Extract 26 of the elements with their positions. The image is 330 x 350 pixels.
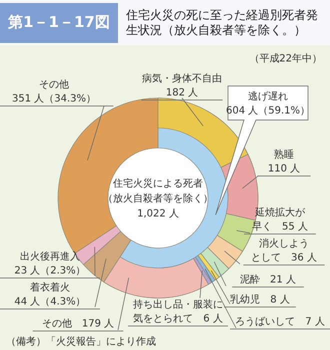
slice-label: 泥酔 21 人 bbox=[240, 274, 296, 286]
text: 住宅火災による死者 bbox=[113, 178, 203, 190]
slice-label: 持ち出し品・服装に気をとられて 6 人 bbox=[133, 298, 223, 325]
text: （放火自殺者等を除く） bbox=[103, 192, 213, 205]
slice-label: 延焼拡大が早く 55 人 bbox=[252, 206, 308, 233]
slice-label: 病気・身体不自由 bbox=[142, 72, 222, 85]
slice-label: 出火後再進入 bbox=[20, 250, 80, 263]
slice-label: ろうばいして 7 人 bbox=[235, 316, 325, 328]
slice-label: その他 179 人 bbox=[42, 318, 114, 330]
text: （備考）「火災報告」により作成 bbox=[6, 336, 156, 348]
data-label: 351 人（34.3%） bbox=[12, 94, 96, 105]
data-label: 182 人 bbox=[166, 88, 198, 99]
slice-label: 乳幼児 8 人 bbox=[230, 294, 290, 306]
slice-label: 着衣着火 bbox=[30, 282, 70, 294]
data-label: 604 人（59.1%） bbox=[226, 106, 310, 117]
chart-subtitle: 住宅火災の死に至った経過別死者発生状況（放火自殺者等を除く。） bbox=[126, 8, 319, 38]
text: 1,022 人 bbox=[137, 208, 179, 220]
data-label: 44 人（4.3%） bbox=[14, 296, 86, 308]
data-label: 110 人 bbox=[268, 164, 300, 175]
data-label: 23 人（2.3%） bbox=[14, 266, 86, 277]
slice-label: 消火しようとして 36 人 bbox=[251, 238, 317, 264]
chart-title: 第1－1－17図 bbox=[0, 2, 118, 42]
slice-label: その他 bbox=[39, 78, 69, 91]
text: （平成22年中） bbox=[249, 52, 322, 65]
slice-label: 逃げ遅れ bbox=[248, 90, 288, 103]
slice-label: 熟睡 bbox=[274, 148, 294, 161]
